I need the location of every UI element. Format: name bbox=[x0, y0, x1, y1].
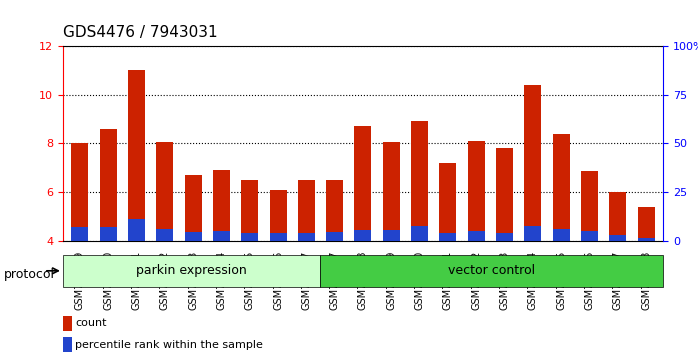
Bar bbox=[355, 230, 371, 241]
Bar bbox=[326, 180, 343, 241]
FancyBboxPatch shape bbox=[63, 255, 320, 287]
Bar bbox=[581, 231, 598, 241]
Bar bbox=[184, 232, 202, 241]
Bar bbox=[128, 219, 145, 241]
Bar bbox=[63, 316, 71, 331]
Bar bbox=[100, 129, 117, 241]
Text: count: count bbox=[75, 318, 107, 329]
Bar bbox=[468, 231, 484, 241]
Text: parkin expression: parkin expression bbox=[136, 264, 247, 277]
Text: protocol: protocol bbox=[3, 268, 54, 281]
Bar bbox=[269, 190, 286, 241]
Bar bbox=[440, 233, 456, 241]
Bar bbox=[156, 142, 173, 241]
Bar bbox=[355, 126, 371, 241]
FancyBboxPatch shape bbox=[320, 255, 663, 287]
Bar bbox=[156, 229, 173, 241]
Text: GDS4476 / 7943031: GDS4476 / 7943031 bbox=[63, 25, 218, 40]
Bar bbox=[269, 233, 286, 241]
Text: vector control: vector control bbox=[448, 264, 535, 277]
Bar bbox=[496, 233, 513, 241]
Bar bbox=[100, 227, 117, 241]
Bar bbox=[440, 163, 456, 241]
Text: percentile rank within the sample: percentile rank within the sample bbox=[75, 339, 263, 350]
Bar bbox=[411, 226, 428, 241]
Bar bbox=[213, 170, 230, 241]
Bar bbox=[184, 175, 202, 241]
Bar bbox=[63, 337, 71, 352]
Bar bbox=[609, 235, 626, 241]
Bar bbox=[553, 133, 570, 241]
Bar bbox=[524, 226, 542, 241]
Bar bbox=[71, 227, 89, 241]
Bar bbox=[468, 141, 484, 241]
Bar bbox=[326, 232, 343, 241]
Bar bbox=[496, 148, 513, 241]
Bar bbox=[553, 229, 570, 241]
Bar bbox=[637, 207, 655, 241]
Bar bbox=[298, 233, 315, 241]
Bar bbox=[524, 85, 542, 241]
Bar bbox=[581, 171, 598, 241]
Bar bbox=[128, 70, 145, 241]
Bar bbox=[637, 238, 655, 241]
Bar bbox=[411, 121, 428, 241]
Bar bbox=[298, 180, 315, 241]
Bar bbox=[242, 233, 258, 241]
Bar bbox=[242, 180, 258, 241]
Bar bbox=[609, 192, 626, 241]
Bar bbox=[383, 230, 400, 241]
Bar bbox=[213, 231, 230, 241]
Bar bbox=[383, 142, 400, 241]
Bar bbox=[71, 143, 89, 241]
